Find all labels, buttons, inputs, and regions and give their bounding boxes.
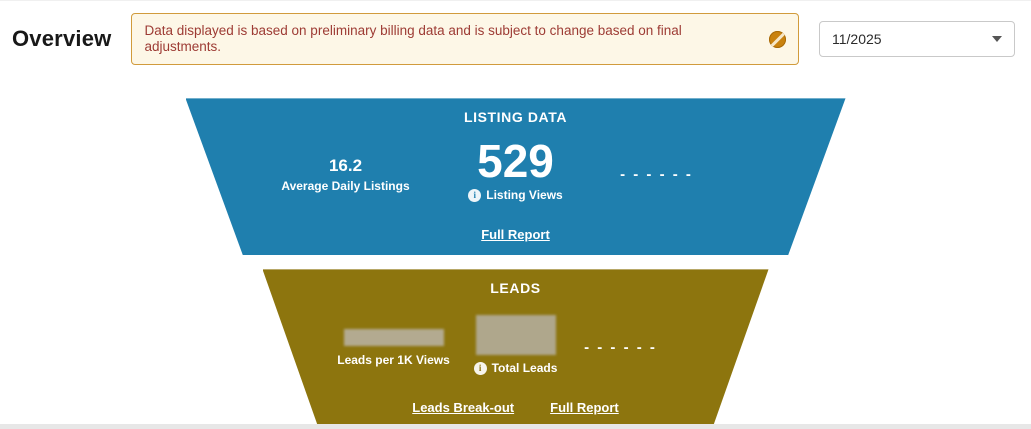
page-header: Overview Data displayed is based on prel…	[0, 1, 1031, 66]
listing-full-report-link[interactable]: Full Report	[481, 227, 550, 243]
leads-funnel: LEADS Leads per 1K Views i Total Leads -…	[262, 269, 769, 429]
preliminary-data-notice: Data displayed is based on preliminary b…	[131, 13, 799, 66]
notice-text: Data displayed is based on preliminary b…	[144, 23, 682, 55]
listing-views-value: 529	[477, 135, 554, 188]
listing-data-funnel: LISTING DATA 16.2 Average Daily Listings…	[185, 98, 846, 256]
info-icon[interactable]: i	[473, 361, 487, 375]
leads-breakout-link[interactable]: Leads Break-out	[412, 400, 515, 416]
listing-views-label: Listing Views	[486, 188, 563, 203]
leads-masked-dashes: - - - - - -	[584, 339, 657, 357]
leads-title: LEADS	[490, 280, 541, 297]
leads-per-1k-stat: Leads per 1K Views	[334, 329, 454, 367]
leads-per-1k-masked-value	[343, 329, 444, 347]
avg-daily-listings-label: Average Daily Listings	[281, 179, 410, 194]
bottom-section-divider	[0, 424, 1031, 429]
avg-daily-listings-value: 16.2	[328, 156, 363, 176]
total-leads-masked-value	[475, 315, 556, 356]
leads-per-1k-label: Leads per 1K Views	[337, 353, 450, 368]
total-leads-stat: i Total Leads	[263, 315, 769, 375]
listing-masked-dashes: - - - - - -	[620, 166, 693, 184]
chevron-down-icon	[992, 36, 1002, 43]
avg-daily-listings-stat: 16.2 Average Daily Listings	[246, 156, 446, 193]
month-select[interactable]: 11/2025	[819, 21, 1015, 58]
listing-views-stat: 529 i Listing Views	[186, 138, 846, 202]
page-title: Overview	[12, 26, 112, 52]
leads-full-report-link[interactable]: Full Report	[550, 400, 619, 416]
total-leads-label: Total Leads	[491, 361, 558, 376]
listing-data-title: LISTING DATA	[463, 109, 568, 126]
month-select-value: 11/2025	[832, 31, 882, 48]
funnel-area: LISTING DATA 16.2 Average Daily Listings…	[0, 98, 1031, 429]
info-icon[interactable]: i	[468, 188, 482, 202]
prohibited-icon	[769, 30, 786, 48]
